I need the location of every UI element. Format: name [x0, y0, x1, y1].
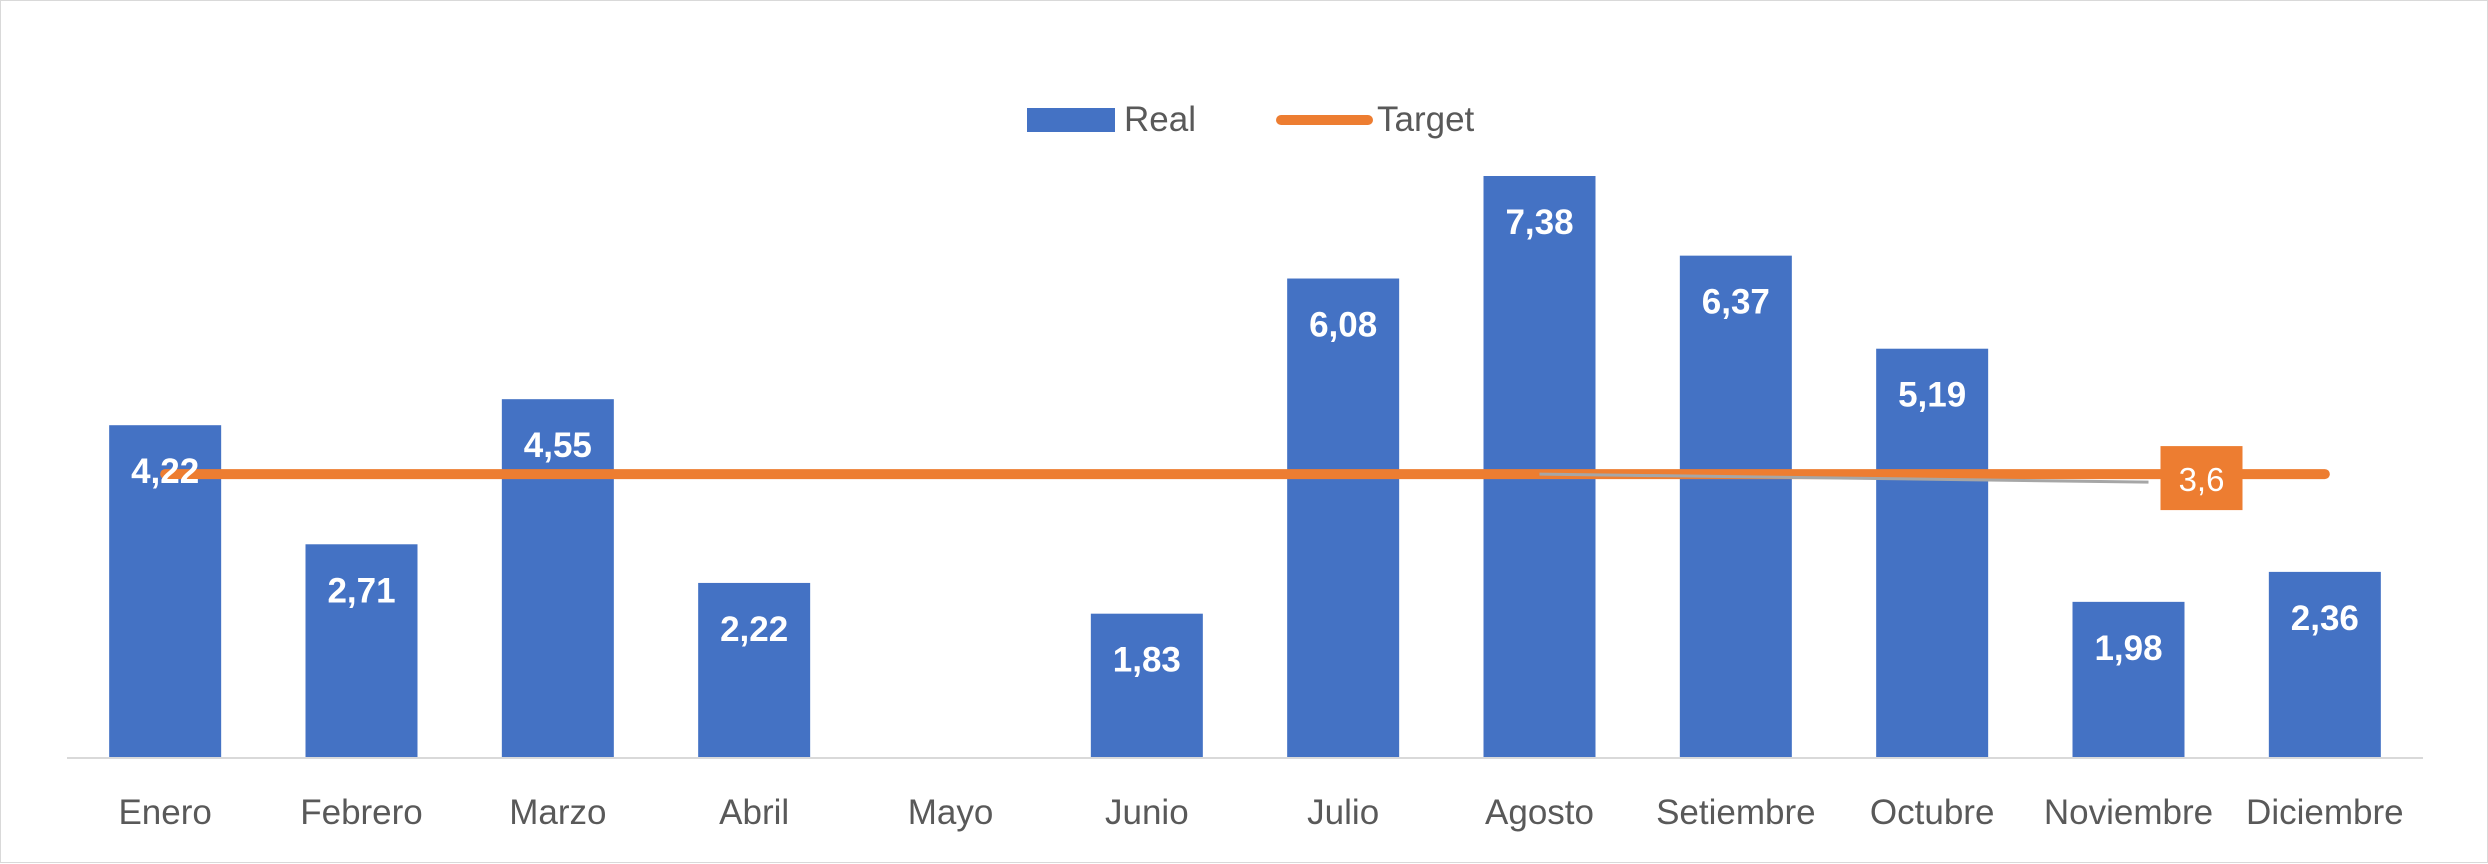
legend: Real Target — [1027, 100, 1475, 139]
bar-label-layer: 4,22 2,71 4,55 2,22 1,83 6,08 7,38 6,37 5,19 1,98… — [131, 203, 2359, 680]
bar-value-label: 1,83 — [1113, 641, 1181, 680]
bar-real — [698, 582, 811, 758]
category-label: Mayo — [908, 793, 994, 832]
bars-layer — [109, 176, 2381, 759]
bar-value-label: 2,22 — [720, 610, 788, 649]
category-label: Noviembre — [2044, 793, 2213, 832]
category-label: Setiembre — [1656, 793, 1816, 832]
bar-value-label: 1,98 — [2094, 629, 2162, 668]
category-label: Abril — [719, 793, 789, 832]
category-label: Diciembre — [2246, 793, 2404, 832]
bar-value-label: 6,08 — [1309, 306, 1377, 345]
bar-real — [2072, 601, 2185, 758]
target-leader-line — [1539, 472, 2149, 484]
bar-value-label: 2,36 — [2291, 599, 2359, 638]
bar-value-label: 6,37 — [1702, 283, 1770, 322]
category-label-layer: Enero Febrero Marzo Abril Mayo Junio Julio Agos… — [118, 793, 2403, 832]
bar-value-label: 4,22 — [131, 452, 199, 491]
legend-label-real: Real — [1124, 100, 1196, 139]
category-label: Febrero — [300, 793, 423, 832]
bar-value-label: 4,55 — [524, 426, 592, 465]
bar-real — [1287, 278, 1400, 758]
category-label: Marzo — [509, 793, 606, 832]
target-value-label: 3,6 — [2179, 461, 2225, 498]
target-line-layer: 3,6 — [160, 446, 2330, 511]
bar-real — [109, 425, 222, 758]
bar-value-label: 2,71 — [327, 571, 395, 610]
bar-value-label: 5,19 — [1898, 376, 1966, 415]
category-label: Enero — [118, 793, 211, 832]
bar-real — [501, 399, 614, 758]
bar-real — [2268, 571, 2381, 758]
bar-real — [1679, 255, 1792, 759]
bar-real — [1483, 176, 1596, 758]
legend-label-target: Target — [1377, 100, 1475, 139]
target-label-box — [2160, 446, 2243, 511]
category-label: Junio — [1105, 793, 1189, 832]
category-label: Octubre — [1870, 793, 1995, 832]
bar-value-label: 7,38 — [1505, 203, 1573, 242]
bar-real — [305, 544, 418, 758]
category-label: Julio — [1307, 793, 1379, 832]
legend-swatch-real — [1027, 108, 1115, 132]
category-label: Agosto — [1485, 793, 1594, 832]
bar-real — [1876, 348, 1989, 758]
bar-real — [1090, 613, 1203, 758]
